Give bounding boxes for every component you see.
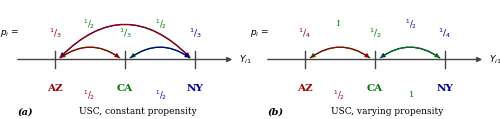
- Text: (b): (b): [267, 107, 283, 116]
- Text: ${}^{1}/_{3}$: ${}^{1}/_{3}$: [48, 26, 62, 40]
- Text: (a): (a): [17, 107, 33, 116]
- FancyArrowPatch shape: [382, 47, 440, 58]
- FancyArrowPatch shape: [310, 47, 368, 58]
- Text: ${}^{1}/_{4}$: ${}^{1}/_{4}$: [298, 26, 312, 40]
- Text: NY: NY: [186, 84, 204, 93]
- FancyArrowPatch shape: [312, 47, 370, 58]
- Text: USC, varying propensity: USC, varying propensity: [332, 107, 444, 116]
- Text: ${}^{1}/_{2}$: ${}^{1}/_{2}$: [82, 17, 95, 31]
- FancyArrowPatch shape: [380, 47, 438, 58]
- FancyArrowPatch shape: [130, 47, 188, 58]
- Text: NY: NY: [436, 84, 454, 93]
- Text: CA: CA: [367, 84, 383, 93]
- Text: ${}^{1}/_{2}$: ${}^{1}/_{2}$: [155, 88, 168, 102]
- Text: ${}^{1}/_{4}$: ${}^{1}/_{4}$: [438, 26, 452, 40]
- FancyArrowPatch shape: [60, 24, 189, 57]
- Text: $Y_{i1}$: $Y_{i1}$: [489, 53, 500, 66]
- Text: AZ: AZ: [47, 84, 63, 93]
- Text: USC, constant propensity: USC, constant propensity: [78, 107, 196, 116]
- Text: ${}^{1}/_{3}$: ${}^{1}/_{3}$: [188, 26, 202, 40]
- Text: $Y_{i1}$: $Y_{i1}$: [239, 53, 252, 66]
- Text: 1: 1: [336, 20, 342, 28]
- Text: CA: CA: [117, 84, 133, 93]
- Text: ${}^{1}/_{2}$: ${}^{1}/_{2}$: [332, 88, 345, 102]
- FancyArrowPatch shape: [60, 47, 118, 58]
- Text: $p_i$ =: $p_i$ =: [250, 28, 269, 39]
- Text: 1: 1: [408, 91, 414, 99]
- Text: ${}^{1}/_{2}$: ${}^{1}/_{2}$: [82, 88, 95, 102]
- Text: ${}^{1}/_{3}$: ${}^{1}/_{3}$: [118, 26, 132, 40]
- Text: AZ: AZ: [297, 84, 313, 93]
- FancyArrowPatch shape: [62, 47, 120, 58]
- Text: ${}^{1}/_{2}$: ${}^{1}/_{2}$: [119, 0, 131, 1]
- Text: ${}^{1}/_{2}$: ${}^{1}/_{2}$: [405, 17, 417, 31]
- Text: ${}^{1}/_{2}$: ${}^{1}/_{2}$: [368, 26, 382, 40]
- Text: ${}^{1}/_{2}$: ${}^{1}/_{2}$: [119, 118, 131, 119]
- Text: ${}^{1}/_{2}$: ${}^{1}/_{2}$: [155, 17, 168, 31]
- Text: $p_i$ =: $p_i$ =: [0, 28, 19, 39]
- FancyArrowPatch shape: [132, 47, 190, 58]
- FancyArrowPatch shape: [61, 24, 190, 57]
